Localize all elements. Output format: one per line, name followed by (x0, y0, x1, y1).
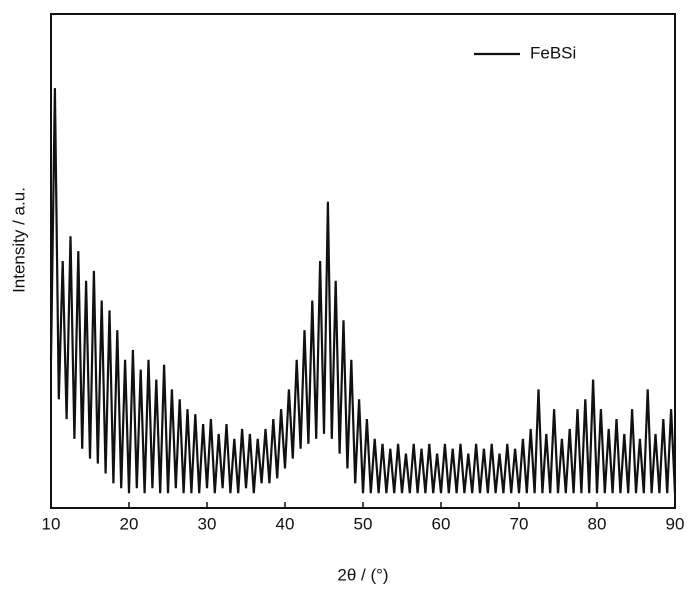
x-tick-label: 70 (510, 514, 529, 533)
x-tick-label: 80 (588, 514, 607, 533)
x-tick-label: 60 (432, 514, 451, 533)
plot-frame (50, 13, 676, 509)
x-tick-label: 90 (666, 514, 685, 533)
x-tick-label: 10 (42, 514, 61, 533)
x-axis-label: 2θ / (°) (337, 565, 388, 584)
legend-label: FeBSi (530, 43, 576, 62)
x-tick-label: 20 (120, 514, 139, 533)
x-tick-label: 40 (276, 514, 295, 533)
y-axis-label: Intensity / a.u. (9, 187, 28, 293)
x-tick-label: 50 (354, 514, 373, 533)
x-tick-label: 30 (198, 514, 217, 533)
data-line (49, 88, 677, 494)
